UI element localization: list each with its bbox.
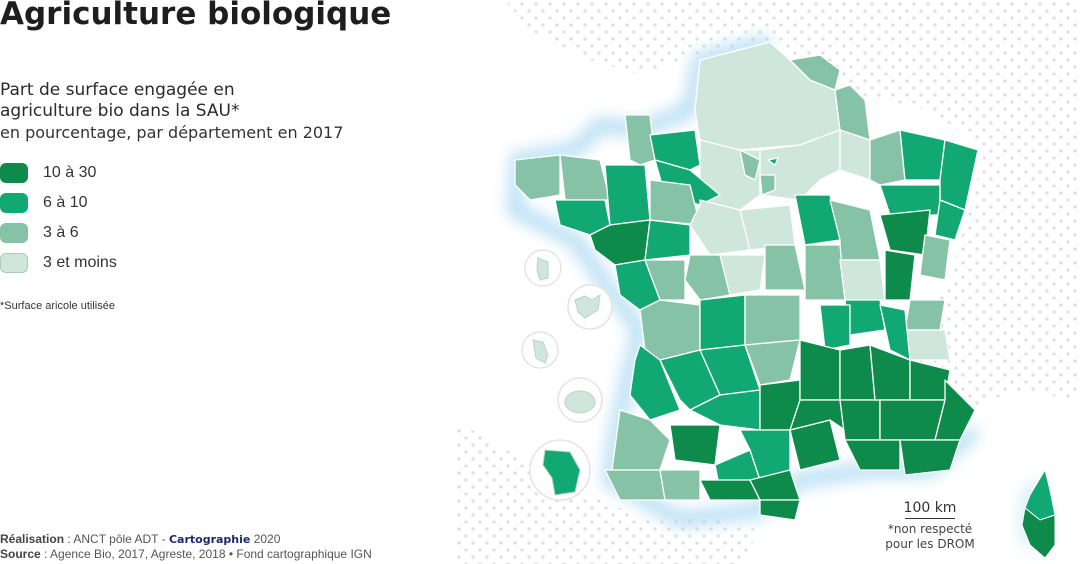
legend-item-3-6: 3 à 6 [0, 218, 117, 248]
legend-label: 3 à 6 [43, 224, 79, 241]
legend-label: 6 à 10 [43, 194, 88, 211]
france-departments [514, 41, 979, 521]
legend-item-10-30: 10 à 30 [0, 158, 117, 188]
subtitle-line-2: agriculture bio dans la SAU* [0, 101, 240, 121]
credits-realisation: Réalisation : ANCT pôle ADT - Cartograph… [0, 532, 281, 546]
legend-swatch [0, 193, 28, 213]
legend-label: 3 et moins [43, 254, 117, 271]
legend-swatch [0, 163, 28, 183]
drom-insets [521, 249, 613, 501]
legend-swatch [0, 223, 28, 243]
legend-item-6-10: 6 à 10 [0, 188, 117, 218]
corsica [1021, 468, 1056, 559]
map-subtitle: Part de surface engagée en agriculture b… [0, 80, 343, 143]
footnote: *Surface aricole utilisée [0, 300, 115, 312]
france-choropleth-map [455, 0, 1080, 564]
scale-bar: 100 km *non respecté pour les DROM [880, 500, 980, 552]
legend-item-3-less: 3 et moins [0, 248, 117, 278]
map-title: Agriculture biologique [0, 0, 392, 32]
credits-source: Source : Agence Bio, 2017, Agreste, 2018… [0, 547, 372, 561]
legend-label: 10 à 30 [43, 164, 97, 181]
subtitle-line-1: Part de surface engagée en [0, 80, 235, 100]
scale-note-1: *non respecté [887, 522, 973, 536]
credits: Réalisation : ANCT pôle ADT - Cartograph… [0, 532, 372, 561]
legend: 10 à 30 6 à 10 3 à 6 3 et moins [0, 158, 117, 278]
scale-note-2: pour les DROM [885, 537, 975, 551]
scale-line [905, 518, 955, 519]
subtitle-line-3: en pourcentage, par département en 2017 [0, 123, 344, 142]
legend-swatch [0, 253, 28, 273]
scale-distance: 100 km [903, 500, 957, 516]
